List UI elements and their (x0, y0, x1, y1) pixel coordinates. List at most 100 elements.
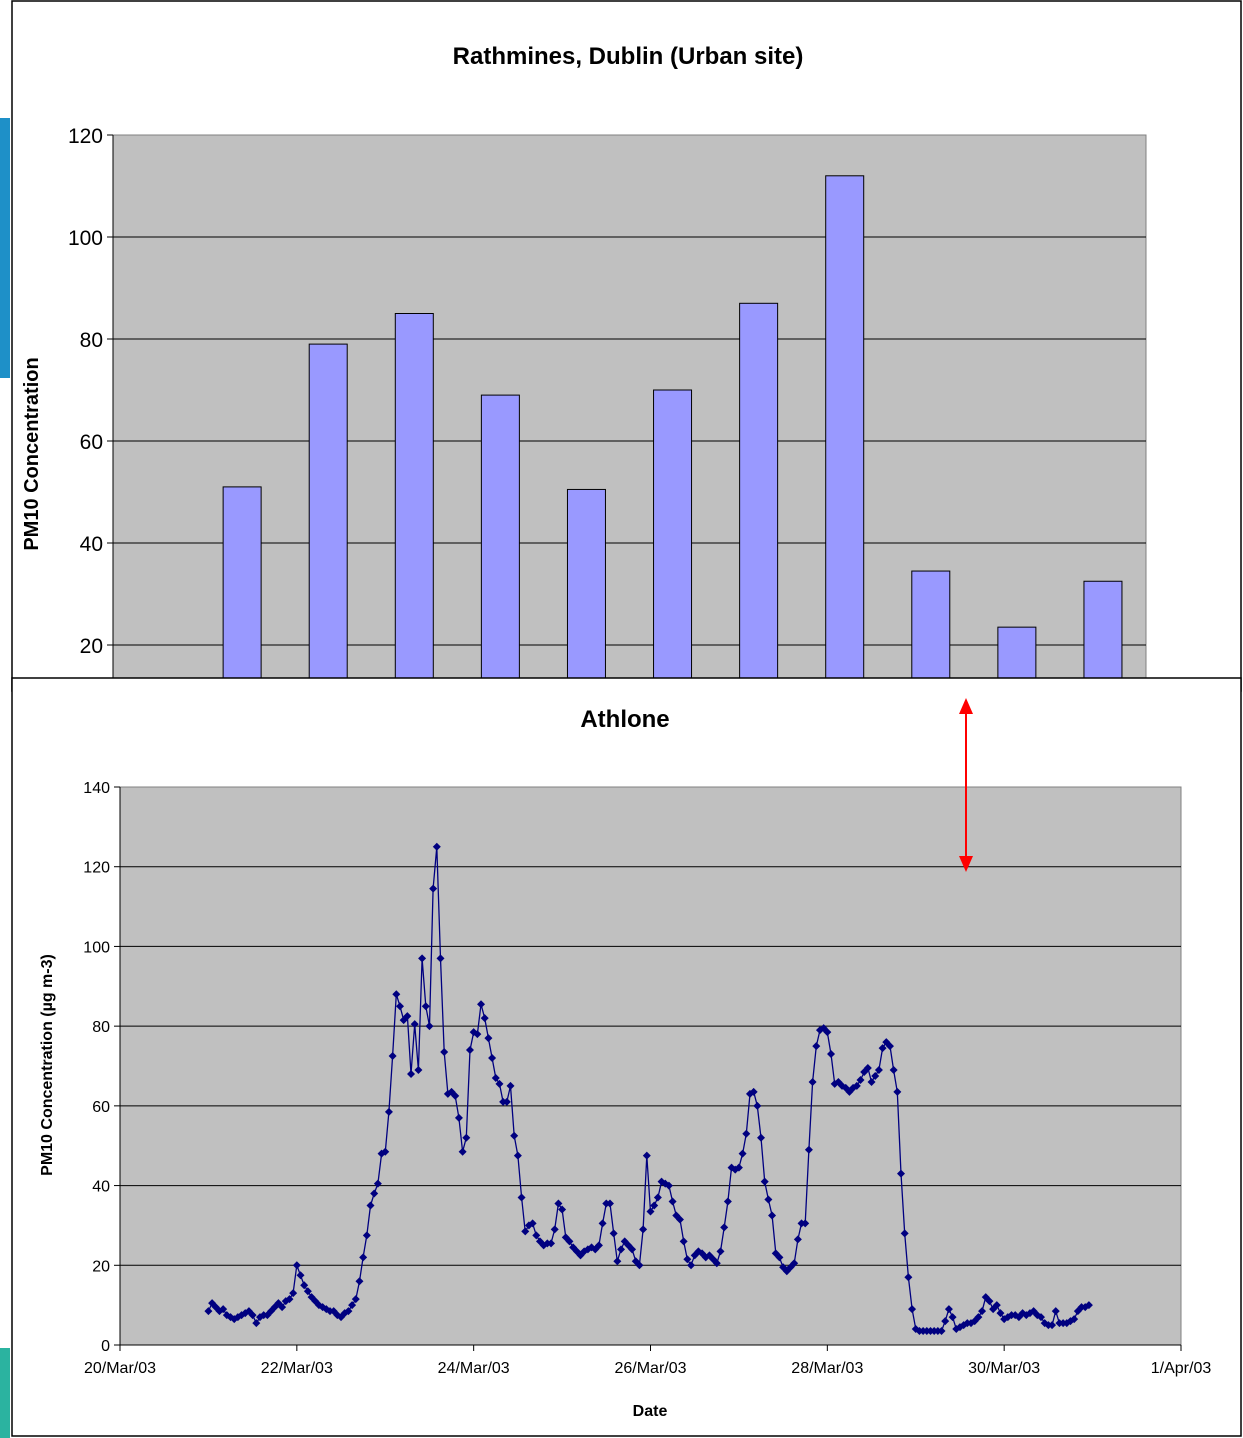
chart2-data-point (429, 884, 438, 893)
chart2-data-point (985, 1297, 994, 1306)
chart2-data-point (948, 1313, 957, 1322)
chart2-x-axis-title: Date (633, 1403, 668, 1420)
chart1-bar (394, 313, 434, 679)
chart2-data-point (425, 1022, 434, 1031)
chart2-data-point (760, 1177, 769, 1186)
chart2-data-point (477, 1000, 486, 1009)
chart2-x-tick-label: 28/Mar/03 (791, 1360, 863, 1377)
chart1-y-tick-label: 80 (80, 329, 103, 352)
chart2-data-point (775, 1253, 784, 1262)
chart2-data-point (1084, 1301, 1093, 1310)
chart2-data-point (944, 1305, 953, 1314)
chart2-data-point (668, 1197, 677, 1206)
chart2-data-point (734, 1163, 743, 1172)
chart2-data-point (823, 1028, 832, 1037)
chart2-data-point (451, 1091, 460, 1100)
chart2-data-point (978, 1307, 987, 1316)
chart2-data-point (547, 1239, 556, 1248)
chart2-data-point (628, 1245, 637, 1254)
chart2-data-point (804, 1145, 813, 1154)
chart2-data-point (344, 1307, 353, 1316)
chart2-data-point (502, 1097, 511, 1106)
chart2-data-point (506, 1081, 515, 1090)
chart2-data-point (675, 1215, 684, 1224)
chart2-data-point (362, 1231, 371, 1240)
chart2-data-point (852, 1081, 861, 1090)
chart2-plot-area (119, 786, 1182, 1346)
chart2-data-point (683, 1255, 692, 1264)
chart2-data-point (712, 1259, 721, 1268)
chart2-data-point (1037, 1313, 1046, 1322)
chart2-data-point (558, 1205, 567, 1214)
chart2-data-point (749, 1087, 758, 1096)
chart2-data-point (495, 1079, 504, 1088)
chart2-x-tick-label: 20/Mar/03 (84, 1360, 156, 1377)
chart2-data-point (609, 1229, 618, 1238)
chart2-data-point (296, 1271, 305, 1280)
chart2-data-point (635, 1261, 644, 1270)
chart2-data-point (462, 1133, 471, 1142)
chart2-data-point (679, 1237, 688, 1246)
chart2-data-point (384, 1107, 393, 1116)
chart2-data-point (278, 1303, 287, 1312)
chart2-data-point (432, 842, 441, 851)
chart2-data-point (436, 954, 445, 963)
chart2-data-point (513, 1151, 522, 1160)
chart2-data-point (790, 1259, 799, 1268)
chart2-data-point (373, 1179, 382, 1188)
chart2-data-point (407, 1069, 416, 1078)
chart2-data-point (664, 1181, 673, 1190)
double-arrow-annotation (959, 698, 973, 872)
chart2-data-point (248, 1311, 257, 1320)
chart1-bar (911, 570, 951, 679)
chart2-data-point (392, 990, 401, 999)
chart2-data-point (289, 1289, 298, 1298)
chart2-data-point (900, 1229, 909, 1238)
chart2-data-point (893, 1087, 902, 1096)
chart2-data-point (937, 1327, 946, 1336)
chart1-y-axis-title: PM10 Concentration (21, 357, 43, 550)
chart2-data-point (878, 1044, 887, 1053)
chart2-y-tick-label: 80 (92, 1019, 110, 1036)
chart2-data-point (285, 1295, 294, 1304)
chart2-data-point (521, 1227, 530, 1236)
chart2-data-point (613, 1257, 622, 1266)
chart2-data-point (812, 1042, 821, 1051)
chart2-data-point (617, 1245, 626, 1254)
chart1-bar (997, 626, 1037, 679)
chart2-data-point (418, 954, 427, 963)
chart1-bar (566, 488, 606, 679)
chart2-data-point (204, 1307, 213, 1316)
chart2-y-tick-label: 100 (83, 939, 110, 956)
chart2-data-point (484, 1034, 493, 1043)
chart2-data-point (219, 1305, 228, 1314)
chart2-data-point (351, 1295, 360, 1304)
chart2-data-point (863, 1063, 872, 1072)
chart2-data-point (723, 1197, 732, 1206)
chart2-x-tick-label: 26/Mar/03 (614, 1360, 686, 1377)
chart2-data-point (488, 1054, 497, 1063)
chart1-bar (480, 394, 520, 679)
chart2-data-point (889, 1065, 898, 1074)
rathmines-bar-chart: Rathmines, Dublin (Urban site) PM10 Conc… (11, 0, 1242, 692)
chart2-data-point (292, 1261, 301, 1270)
chart1-bar (1083, 580, 1123, 679)
chart2-data-point (565, 1237, 574, 1246)
chart1-bar (222, 486, 262, 679)
chart2-data-point (359, 1253, 368, 1262)
chart2-data-point (646, 1207, 655, 1216)
chart2-data-point (642, 1151, 651, 1160)
chart2-data-point (801, 1219, 810, 1228)
chart2-data-point (550, 1225, 559, 1234)
chart1-bar (825, 175, 865, 679)
chart2-data-point (757, 1133, 766, 1142)
arrow-head-up (959, 698, 973, 714)
chart2-data-point (510, 1131, 519, 1140)
chart2-data-point (738, 1149, 747, 1158)
chart2-y-tick-label: 20 (92, 1258, 110, 1275)
chart2-data-point (480, 1014, 489, 1023)
chart2-data-point (300, 1281, 309, 1290)
chart2-data-point (554, 1199, 563, 1208)
chart2-data-point (742, 1129, 751, 1138)
